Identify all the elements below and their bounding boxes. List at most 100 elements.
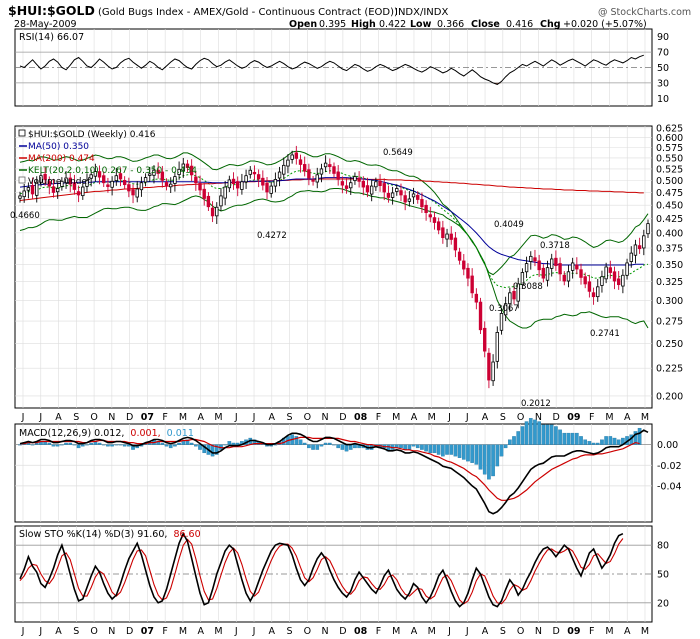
candle-body	[604, 266, 608, 280]
price-y-tick-label: 0.375	[656, 244, 683, 255]
price-y-tick-label: 0.425	[656, 214, 683, 225]
x-axis-label: J	[447, 626, 451, 637]
macd-histogram-bar	[118, 444, 123, 446]
candle-body	[336, 171, 340, 180]
candle-body	[43, 173, 47, 180]
x-axis-label: S	[73, 412, 79, 423]
macd-histogram-bar	[51, 444, 56, 447]
price-annotation: 0.3067	[489, 304, 519, 314]
candle-body	[181, 163, 185, 172]
macd-histogram-bar	[587, 441, 592, 445]
x-axis-label: A	[482, 626, 489, 637]
candle-body	[194, 176, 198, 184]
macd-histogram-bar	[432, 444, 437, 454]
macd-histogram-bar	[600, 439, 604, 445]
rsi-y-tick-label: 10	[657, 94, 669, 105]
candle-body	[286, 159, 290, 167]
macd-histogram-bar	[637, 427, 642, 445]
x-axis-label: J	[38, 626, 42, 637]
candle-body	[612, 271, 617, 282]
x-axis-label: O	[517, 626, 524, 637]
candle-body	[625, 262, 629, 276]
x-axis-label: S	[287, 626, 293, 637]
x-axis-label: M	[214, 412, 222, 423]
macd-histogram-bar	[315, 444, 320, 450]
macd-histogram-bar	[604, 436, 608, 445]
x-axis-label: D	[126, 626, 133, 637]
rsi-y-tick-label: 30	[657, 78, 669, 89]
x-axis-label: D	[126, 412, 133, 423]
candle-body	[466, 267, 470, 279]
macd-histogram-bar	[231, 442, 236, 445]
macd-histogram-bar	[173, 444, 177, 447]
candle-body	[474, 293, 479, 303]
macd-histogram-bar	[344, 444, 349, 452]
candle-body	[127, 184, 131, 192]
candle-body	[633, 244, 638, 256]
candle-body	[131, 189, 135, 196]
macd-histogram-bar	[554, 426, 558, 445]
macd-histogram-bar	[524, 421, 529, 445]
candle-body	[198, 183, 202, 191]
x-axis-label: A	[482, 412, 489, 423]
close-label: Close	[471, 19, 500, 30]
macd-histogram-bar	[537, 421, 541, 445]
rsi-title: RSI(14) 66.07	[19, 32, 84, 43]
candle-body	[583, 276, 587, 285]
candle-body	[68, 177, 72, 185]
x-axis-label: F	[376, 412, 381, 423]
macd-histogram-bar	[106, 444, 110, 447]
candle-body	[432, 217, 437, 223]
candle-body	[529, 255, 533, 262]
macd-histogram-bar	[185, 439, 190, 445]
chg-value: +0.020 (+5.07%)	[563, 19, 647, 30]
x-axis-label: J	[252, 412, 256, 423]
x-axis-label: F	[162, 412, 167, 423]
x-axis-label: A	[197, 412, 204, 423]
x-axis-label: 08	[354, 412, 368, 423]
chg-label: Chg	[540, 19, 561, 30]
x-axis-label: A	[411, 412, 418, 423]
macd-histogram-bar	[194, 444, 198, 447]
stochastic-k-line	[19, 531, 624, 608]
candle-body	[353, 176, 357, 182]
candle-body	[642, 235, 646, 249]
candle-body	[399, 190, 403, 196]
macd-histogram-bar	[294, 436, 299, 445]
candle-body	[248, 169, 252, 175]
candle-body	[240, 181, 244, 190]
quote-date: 28-May-2009	[14, 19, 77, 30]
macd-histogram-bar	[591, 442, 596, 445]
candle-body	[637, 245, 642, 250]
candle-body	[541, 267, 546, 279]
macd-histogram-bar	[168, 444, 173, 449]
macd-histogram-bar	[131, 444, 135, 450]
price-y-tick-label: 0.300	[656, 296, 683, 307]
macd-histogram-bar	[566, 432, 571, 445]
price-annotations: 0.4660 0.4272 0.5649 0.4049 0.3718 0.3088 0.30…	[10, 148, 620, 409]
macd-histogram-bar	[499, 444, 504, 457]
price-annotation: 0.3718	[540, 241, 570, 251]
high-value: 0.422	[379, 19, 406, 30]
price-annotation: 0.4660	[10, 211, 40, 221]
candle-body	[508, 292, 512, 305]
macd-title: MACD(12,26,9) 0.012, 0.001, 0.011	[19, 428, 194, 439]
price-y-tick-label: 0.575	[656, 143, 683, 154]
candle-body	[453, 237, 458, 251]
macd-histogram-bar	[533, 419, 537, 445]
macd-histogram-bar	[336, 444, 341, 449]
macd-histogram-bar	[595, 442, 600, 445]
candle-body	[428, 214, 432, 218]
candle-body	[591, 292, 596, 298]
macd-signal-value: 0.001,	[130, 428, 160, 439]
candle-body	[478, 301, 483, 331]
macd-histogram-bar	[411, 444, 416, 447]
stockcharts-watermark: @ StockCharts.com	[598, 7, 691, 18]
candle-body	[189, 165, 194, 176]
x-axis-label: J	[234, 412, 238, 423]
candle-body	[215, 206, 219, 217]
macd-histogram-bar	[399, 444, 403, 449]
macd-histogram-bar	[177, 442, 181, 445]
x-axis-label: D	[339, 626, 346, 637]
